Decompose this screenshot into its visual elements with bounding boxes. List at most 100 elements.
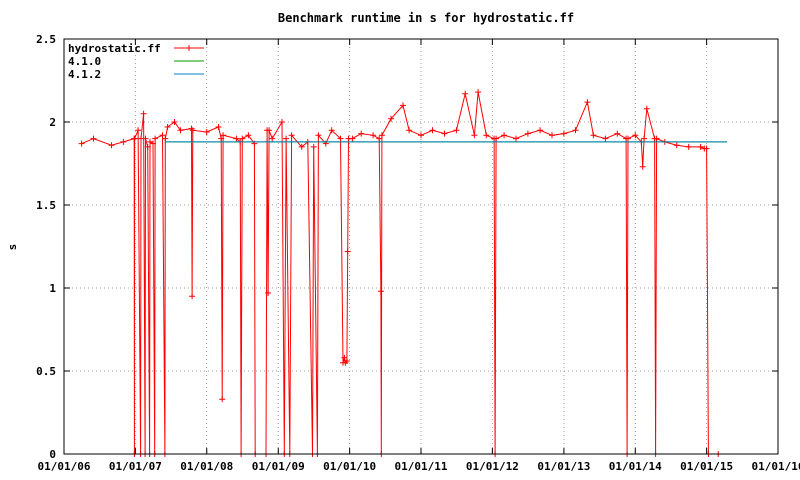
data-point [493,135,500,142]
data-point [653,135,660,142]
data-point [341,354,348,361]
data-point [215,124,222,130]
data-point [639,163,646,170]
data-point [376,135,383,142]
data-point [441,130,448,137]
x-tick-label: 01/01/11 [395,460,448,473]
data-point [189,127,196,134]
y-tick-label: 2 [49,116,56,129]
data-point [378,132,385,139]
data-point [328,127,335,134]
x-tick-label: 01/01/09 [252,460,305,473]
data-point [388,115,395,122]
data-point [370,132,377,139]
legend-label: 4.1.0 [68,55,101,68]
data-point [625,135,631,142]
data-point [453,127,460,134]
data-point [343,358,350,364]
data-point [131,135,138,142]
data-point [310,143,317,150]
data-point [471,132,478,139]
data-point [144,143,151,150]
data-point [283,135,290,142]
data-point [288,132,295,139]
data-point [265,290,272,296]
data-point [703,145,710,152]
data-point [220,132,227,139]
y-tick-label: 0 [49,448,56,461]
data-point [315,132,322,139]
data-point [358,130,365,137]
data-point [162,135,169,142]
data-point [501,132,508,139]
data-point [233,135,240,142]
data-point [279,119,285,125]
data-point [462,90,469,97]
data-point [90,135,97,142]
data-point [239,135,246,142]
data-point [269,135,276,142]
data-point [475,89,482,96]
data-point [602,135,609,142]
data-point [150,140,156,147]
data-point [135,127,142,134]
data-point [337,135,344,142]
legend-marker [186,45,192,51]
data-point [78,140,85,147]
data-point [245,132,252,139]
data-point [429,127,436,134]
legend-label: hydrostatic.ff [68,42,161,55]
data-point [537,127,544,134]
y-tick-label: 0.5 [36,365,56,378]
data-point [344,248,351,255]
x-tick-label: 01/01/15 [680,460,733,473]
data-point [298,143,305,150]
x-tick-label: 01/01/06 [38,460,91,473]
data-point [400,102,406,109]
legend-label: 4.1.2 [68,68,101,81]
data-point [418,132,424,139]
series-hydrostatic-ff [78,89,722,457]
data-point [483,132,490,139]
x-tick-label: 01/01/14 [609,460,662,473]
data-point [641,135,648,142]
y-axis-label: s [6,244,19,251]
x-tick-label: 01/01/16 [752,460,800,473]
data-point [685,143,692,150]
data-point [140,110,147,117]
plot-series [78,89,727,457]
data-point [219,396,226,403]
data-point [218,135,225,142]
data-point [560,130,567,137]
x-tick-label: 01/01/07 [109,460,162,473]
ticks: 0 0.5 1 1.5 2 2.5 01/01/06 01/01/07 01/01/08 01/0… [36,33,800,473]
data-point [697,143,704,150]
data-point [584,99,591,106]
data-point [152,135,159,142]
data-point [406,127,413,134]
data-point [108,142,115,149]
data-point [142,135,149,142]
x-tick-label: 01/01/13 [537,460,590,473]
chart-title: Benchmark runtime in s for hydrostatic.f… [278,11,574,25]
data-point [614,130,621,137]
legend: hydrostatic.ff4.1.04.1.2 [68,42,204,81]
series-line [81,92,719,455]
data-point [177,127,184,134]
data-point [164,124,171,130]
grid [64,39,778,454]
x-tick-label: 01/01/10 [323,460,376,473]
data-point [513,135,519,142]
data-point [189,293,196,300]
data-point [171,119,178,125]
x-tick-label: 01/01/08 [180,460,233,473]
data-point [120,138,127,145]
data-point [377,288,384,295]
data-point [590,132,597,139]
data-point [673,142,680,149]
data-point [643,105,650,112]
data-point [159,132,166,139]
data-point [524,130,531,137]
x-tick-label: 01/01/12 [466,460,519,473]
